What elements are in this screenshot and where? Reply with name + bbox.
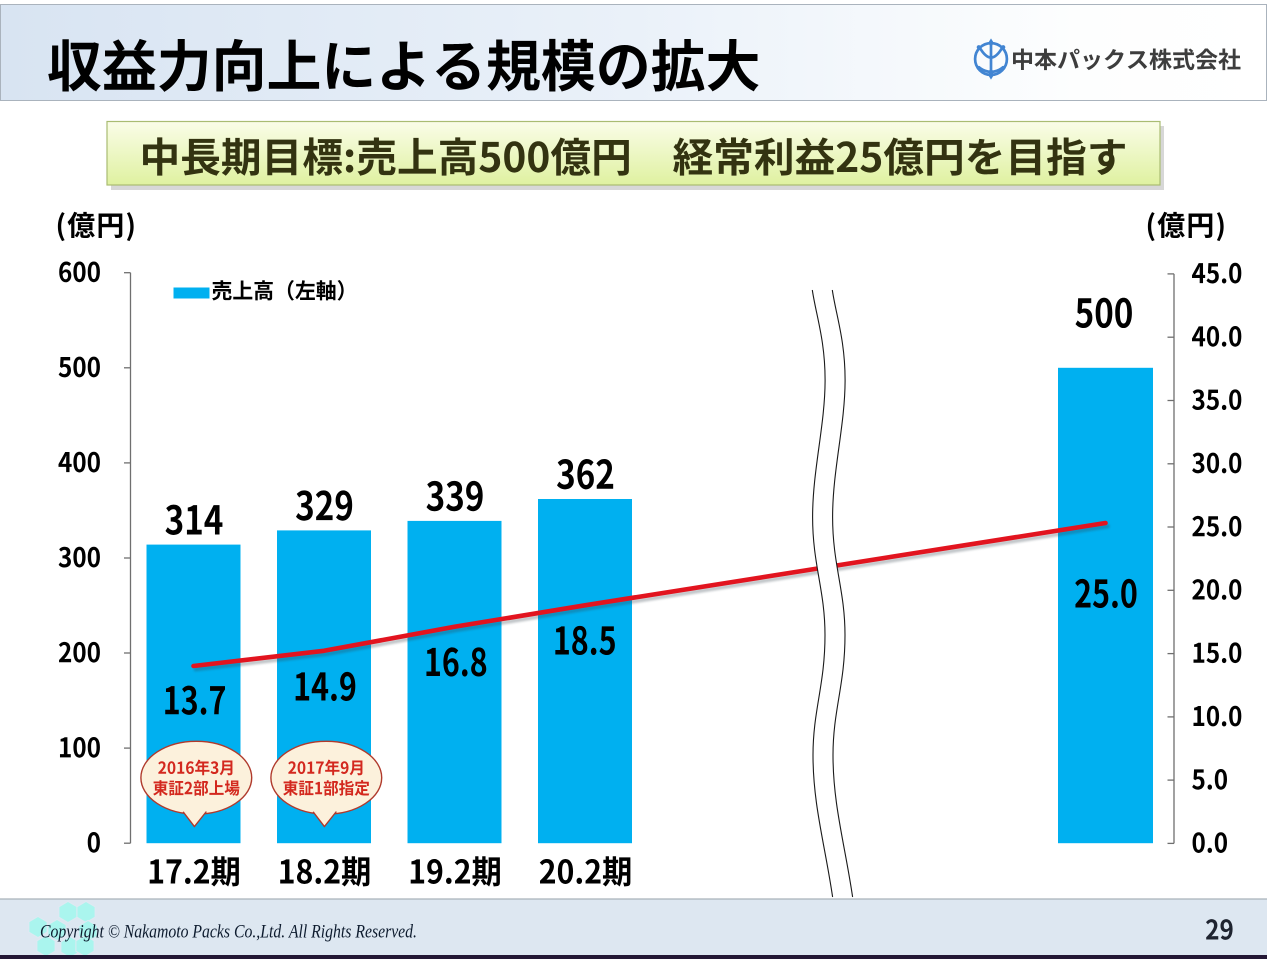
svg-text:Copyright © Nakamoto Packs Co.: Copyright © Nakamoto Packs Co.,Ltd. All … bbox=[40, 922, 417, 943]
